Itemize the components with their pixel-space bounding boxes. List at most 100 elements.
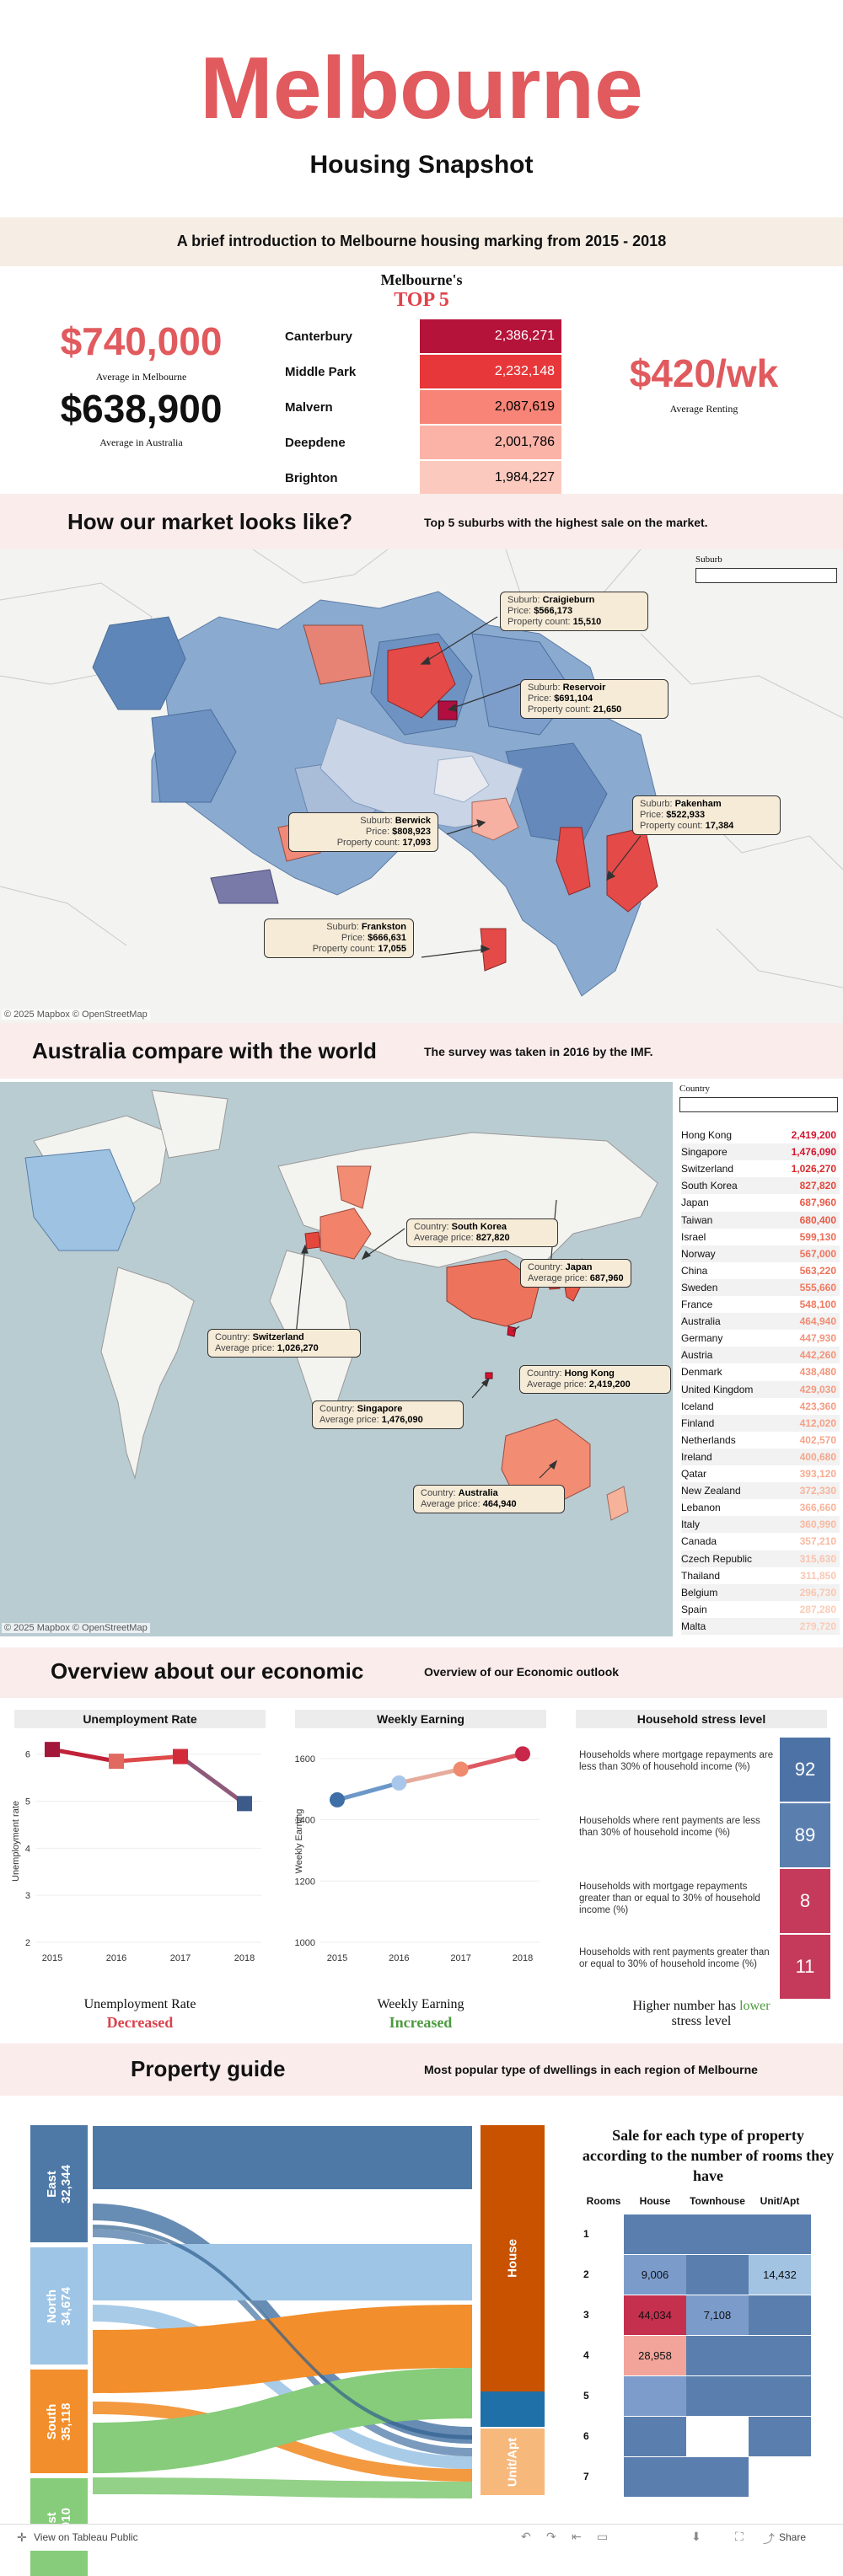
melbourne-map[interactable]: Suburb © 2025 Mapbox © OpenStreetMap [0, 549, 843, 1023]
callout-label: Price: [341, 933, 366, 943]
heatmap-cell[interactable]: 9,006 [624, 2255, 686, 2295]
region-node[interactable]: South 35,118 [30, 2370, 88, 2473]
country-row[interactable]: Japan 687,960 [681, 1194, 840, 1211]
country-callout: Country: South Korea Average price: 827,8… [406, 1218, 558, 1247]
country-row[interactable]: Germany 447,930 [681, 1330, 840, 1347]
data-point[interactable] [453, 1761, 469, 1777]
callout-line: Property count: 17,384 [640, 821, 773, 832]
type-node[interactable]: House [481, 2125, 545, 2391]
country-row[interactable]: Hong Kong 2,419,200 [681, 1127, 840, 1143]
heatmap-cell[interactable] [749, 2376, 811, 2416]
country-value: 423,360 [799, 1400, 836, 1412]
heatmap-cell[interactable] [624, 2215, 686, 2254]
country-row[interactable]: Ireland 400,680 [681, 1448, 840, 1465]
country-row[interactable]: China 563,220 [681, 1262, 840, 1279]
country-row[interactable]: Italy 360,990 [681, 1516, 840, 1534]
country-row[interactable]: Denmark 438,480 [681, 1363, 840, 1380]
heatmap-cell[interactable] [749, 2457, 811, 2497]
region-node[interactable]: North 34,674 [30, 2247, 88, 2364]
country-row[interactable]: Norway 567,000 [681, 1245, 840, 1262]
callout-line: Average price: 1,476,090 [319, 1415, 456, 1426]
heatmap-cell[interactable] [686, 2417, 749, 2456]
top5-suburb-name: Malvern [285, 400, 333, 415]
heatmap-cell[interactable] [749, 2215, 811, 2254]
country-value: 287,280 [799, 1603, 836, 1615]
data-point[interactable] [237, 1796, 252, 1812]
country-row[interactable]: Taiwan 680,400 [681, 1211, 840, 1229]
top5-row: Brighton 1,984,227 [285, 461, 563, 495]
heatmap-cell[interactable] [749, 2336, 811, 2375]
country-value: 429,030 [799, 1383, 836, 1395]
country-row[interactable]: Thailand 311,850 [681, 1567, 840, 1584]
heatmap-cell[interactable] [624, 2376, 686, 2416]
heatmap-cell[interactable] [749, 2295, 811, 2335]
country-row[interactable]: Canada 357,210 [681, 1533, 840, 1550]
x-tick-label: 2018 [234, 1953, 255, 1963]
view-on-tableau-link[interactable]: View on Tableau Public [34, 2531, 138, 2543]
heatmap-cell[interactable] [624, 2457, 686, 2497]
heatmap-cell[interactable] [686, 2215, 749, 2254]
avg-melbourne-label: Average in Melbourne [95, 371, 187, 383]
country-row[interactable]: Netherlands 402,570 [681, 1432, 840, 1449]
country-row[interactable]: Czech Republic 315,630 [681, 1550, 840, 1567]
world-map[interactable]: © 2025 Mapbox © OpenStreetMap [0, 1082, 673, 1636]
flow-west-house [93, 2368, 472, 2473]
pause-icon[interactable]: ▭ [597, 2530, 609, 2544]
heatmap-cell[interactable] [686, 2336, 749, 2375]
country-callout: Country: Switzerland Average price: 1,026… [207, 1329, 361, 1358]
country-row[interactable]: Sweden 555,660 [681, 1278, 840, 1296]
download-icon[interactable]: ⬇ [691, 2530, 701, 2544]
country-row[interactable]: Switzerland 1,026,270 [681, 1160, 840, 1177]
data-point[interactable] [515, 1746, 530, 1762]
country-row[interactable]: Finland 412,020 [681, 1414, 840, 1432]
country-row[interactable]: United Kingdom 429,030 [681, 1380, 840, 1398]
data-point[interactable] [173, 1749, 188, 1765]
country-row[interactable]: Spain 287,280 [681, 1601, 840, 1618]
top5-title: Melbourne's [380, 271, 463, 288]
market-band [0, 494, 843, 549]
stress-row-text: Households with mortgage repayments grea… [579, 1882, 760, 1915]
country-row[interactable]: New Zealand 372,330 [681, 1482, 840, 1500]
region-node[interactable]: East 32,344 [30, 2125, 88, 2242]
type-node[interactable] [481, 2391, 545, 2427]
country-row[interactable]: Malta 279,720 [681, 1617, 840, 1635]
country-row[interactable]: Austria 442,260 [681, 1347, 840, 1364]
revert-icon[interactable]: ⇤ [572, 2530, 582, 2544]
x-tick-label: 2017 [170, 1953, 191, 1963]
suburb-callout: Suburb: Frankston Price: $666,631 Property… [264, 918, 414, 958]
heatmap-cell[interactable]: 44,034 [624, 2295, 686, 2335]
country-row[interactable]: Belgium 296,730 [681, 1583, 840, 1601]
country-row[interactable]: Singapore 1,476,090 [681, 1143, 840, 1161]
country-row[interactable]: Qatar 393,120 [681, 1465, 840, 1482]
y-tick-label: 1000 [295, 1938, 315, 1948]
country-filter-input[interactable] [679, 1097, 838, 1112]
country-row[interactable]: France 548,100 [681, 1296, 840, 1313]
redo-icon[interactable]: ↷ [546, 2530, 556, 2544]
undo-icon[interactable]: ↶ [521, 2530, 531, 2544]
share-icon[interactable]: ⤴ [763, 2533, 775, 2547]
country-row[interactable]: Lebanon 366,660 [681, 1499, 840, 1516]
heatmap-cell[interactable]: 28,958 [624, 2336, 686, 2375]
heatmap-cell[interactable]: 14,432 [749, 2255, 811, 2295]
heatmap-cell[interactable]: 7,108 [686, 2295, 749, 2335]
country-name: Australia [681, 1315, 721, 1328]
heatmap-cell[interactable] [686, 2457, 749, 2497]
share-button[interactable]: Share [779, 2531, 807, 2543]
data-point[interactable] [45, 1742, 60, 1758]
data-point[interactable] [330, 1791, 345, 1807]
data-point[interactable] [391, 1775, 407, 1791]
country-row[interactable]: Israel 599,130 [681, 1229, 840, 1245]
country-row[interactable]: Iceland 423,360 [681, 1398, 840, 1415]
heatmap-cell[interactable] [686, 2255, 749, 2295]
heatmap-cell[interactable] [686, 2376, 749, 2416]
callout-label: Average price: [414, 1233, 474, 1243]
country-row[interactable]: South Korea 827,820 [681, 1177, 840, 1195]
heatmap-cell[interactable] [624, 2417, 686, 2456]
data-point[interactable] [109, 1754, 124, 1770]
fullscreen-icon[interactable]: ⛶ [735, 2530, 744, 2544]
type-node[interactable]: Unit/Apt [481, 2429, 545, 2495]
suburb-filter-input[interactable] [695, 568, 837, 583]
country-row[interactable]: Australia 464,940 [681, 1313, 840, 1331]
heatmap-cell[interactable] [749, 2417, 811, 2456]
callout-line: Average price: 2,419,200 [527, 1379, 663, 1390]
